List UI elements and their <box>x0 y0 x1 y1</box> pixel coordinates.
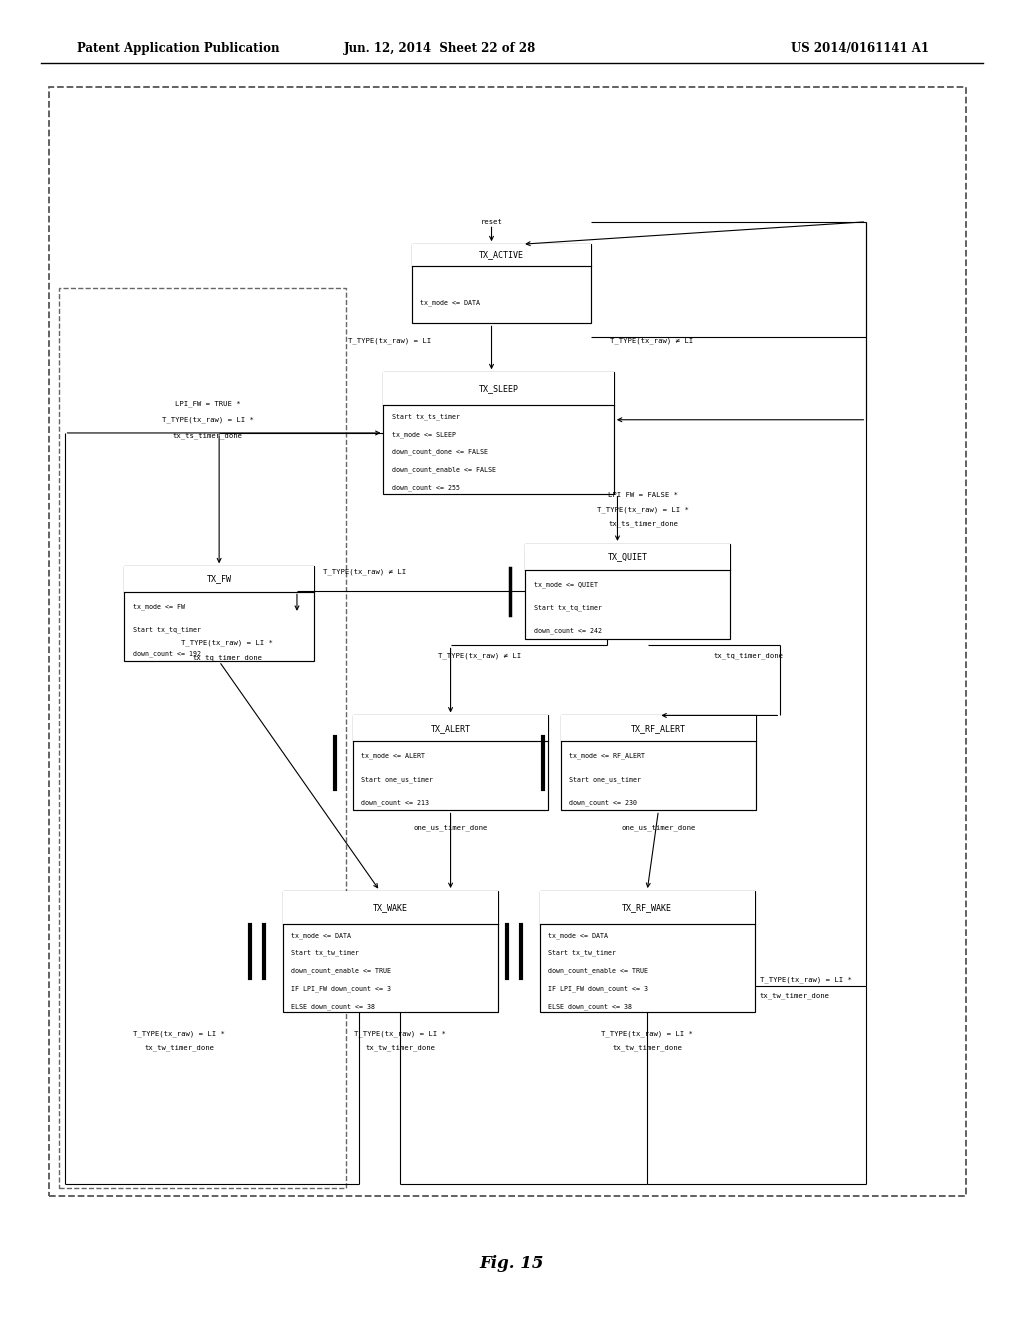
Text: IF LPI_FW down_count <= 3: IF LPI_FW down_count <= 3 <box>548 985 648 991</box>
Text: tx_tq_timer_done: tx_tq_timer_done <box>714 652 783 660</box>
Text: TX_ACTIVE: TX_ACTIVE <box>479 251 524 260</box>
Text: tx_mode <= QUIET: tx_mode <= QUIET <box>534 581 598 587</box>
Text: Start one_us_timer: Start one_us_timer <box>569 776 641 783</box>
Bar <box>125 566 313 591</box>
Bar <box>125 566 313 661</box>
Text: ELSE down_count <= 38: ELSE down_count <= 38 <box>291 1003 375 1010</box>
Text: down_count_enable <= TRUE: down_count_enable <= TRUE <box>291 968 391 974</box>
Text: down_count <= 230: down_count <= 230 <box>569 799 637 805</box>
Text: TX_QUIET: TX_QUIET <box>607 552 648 561</box>
Text: tx_tw_timer_done: tx_tw_timer_done <box>144 1044 214 1052</box>
Text: IF LPI_FW down_count <= 3: IF LPI_FW down_count <= 3 <box>291 985 391 991</box>
Text: TX_WAKE: TX_WAKE <box>373 903 408 912</box>
Text: down_count <= 242: down_count <= 242 <box>534 627 601 634</box>
Text: Start tx_tw_timer: Start tx_tw_timer <box>548 949 615 957</box>
Text: T_TYPE(tx_raw) = LI: T_TYPE(tx_raw) = LI <box>347 337 431 345</box>
Text: tx_mode <= DATA: tx_mode <= DATA <box>548 932 608 939</box>
Bar <box>540 891 755 1012</box>
Bar <box>383 372 614 405</box>
Text: T_TYPE(tx_raw) = LI *: T_TYPE(tx_raw) = LI * <box>597 506 689 513</box>
Text: T_TYPE(tx_raw) ≠ LI: T_TYPE(tx_raw) ≠ LI <box>323 568 407 576</box>
Bar <box>540 891 755 924</box>
Text: down_count_enable <= FALSE: down_count_enable <= FALSE <box>391 466 496 473</box>
Text: US 2014/0161141 A1: US 2014/0161141 A1 <box>792 42 929 54</box>
Text: T_TYPE(tx_raw) = LI *: T_TYPE(tx_raw) = LI * <box>601 1030 693 1038</box>
Text: T_TYPE(tx_raw) ≠ LI: T_TYPE(tx_raw) ≠ LI <box>609 337 693 345</box>
Bar <box>412 244 591 265</box>
Text: T_TYPE(tx_raw) = LI *: T_TYPE(tx_raw) = LI * <box>133 1030 225 1038</box>
Text: Patent Application Publication: Patent Application Publication <box>77 42 280 54</box>
Text: Jun. 12, 2014  Sheet 22 of 28: Jun. 12, 2014 Sheet 22 of 28 <box>344 42 537 54</box>
Text: tx_tq_timer_done: tx_tq_timer_done <box>193 653 262 661</box>
Text: tx_mode <= DATA: tx_mode <= DATA <box>420 300 480 306</box>
Text: down_count <= 255: down_count <= 255 <box>391 484 460 491</box>
Text: tx_mode <= SLEEP: tx_mode <= SLEEP <box>391 430 456 438</box>
Text: TX_RF_WAKE: TX_RF_WAKE <box>623 903 672 912</box>
Bar <box>59 288 346 1188</box>
Bar <box>561 715 756 741</box>
Text: T_TYPE(tx_raw) = LI *: T_TYPE(tx_raw) = LI * <box>760 975 852 983</box>
Text: one_us_timer_done: one_us_timer_done <box>622 824 695 832</box>
Bar <box>283 891 498 924</box>
Text: T_TYPE(tx_raw) = LI *: T_TYPE(tx_raw) = LI * <box>354 1030 446 1038</box>
Text: T_TYPE(tx_raw) ≠ LI: T_TYPE(tx_raw) ≠ LI <box>437 652 521 660</box>
Bar <box>283 891 498 1012</box>
Text: tx_mode <= ALERT: tx_mode <= ALERT <box>361 752 426 759</box>
Text: T_TYPE(tx_raw) = LI *: T_TYPE(tx_raw) = LI * <box>181 639 273 647</box>
Bar <box>525 544 730 569</box>
Text: TX_FW: TX_FW <box>207 574 231 583</box>
Text: TX_RF_ALERT: TX_RF_ALERT <box>631 723 686 733</box>
Text: one_us_timer_done: one_us_timer_done <box>414 824 487 832</box>
Text: tx_ts_timer_done: tx_ts_timer_done <box>173 432 243 440</box>
Text: TX_ALERT: TX_ALERT <box>430 723 471 733</box>
Text: T_TYPE(tx_raw) = LI *: T_TYPE(tx_raw) = LI * <box>162 416 254 424</box>
Text: TX_SLEEP: TX_SLEEP <box>478 384 519 393</box>
Text: tx_mode <= RF_ALERT: tx_mode <= RF_ALERT <box>569 752 645 759</box>
Text: Fig. 15: Fig. 15 <box>480 1255 544 1271</box>
Bar <box>525 544 730 639</box>
Text: down_count_enable <= TRUE: down_count_enable <= TRUE <box>548 968 648 974</box>
Text: tx_mode <= FW: tx_mode <= FW <box>133 603 184 610</box>
Text: tx_tw_timer_done: tx_tw_timer_done <box>366 1044 435 1052</box>
Text: Start tx_tq_timer: Start tx_tq_timer <box>133 627 201 634</box>
Text: tx_tw_timer_done: tx_tw_timer_done <box>612 1044 682 1052</box>
Text: Start one_us_timer: Start one_us_timer <box>361 776 433 783</box>
Bar <box>353 715 548 741</box>
Text: tx_tw_timer_done: tx_tw_timer_done <box>760 991 829 999</box>
Text: Start tx_ts_timer: Start tx_ts_timer <box>391 413 460 420</box>
Text: down_count_done <= FALSE: down_count_done <= FALSE <box>391 449 487 455</box>
Text: reset: reset <box>480 219 503 224</box>
Bar <box>353 715 548 810</box>
Bar <box>412 244 591 323</box>
Text: Start tx_tw_timer: Start tx_tw_timer <box>291 949 358 957</box>
Text: Start tx_tq_timer: Start tx_tq_timer <box>534 605 601 611</box>
Bar <box>49 87 966 1196</box>
Bar <box>383 372 614 494</box>
Text: down_count <= 213: down_count <= 213 <box>361 799 429 805</box>
Text: ELSE down_count <= 38: ELSE down_count <= 38 <box>548 1003 632 1010</box>
Bar <box>561 715 756 810</box>
Text: LPI FW = FALSE *: LPI FW = FALSE * <box>608 492 678 498</box>
Text: LPI_FW = TRUE *: LPI_FW = TRUE * <box>175 400 241 408</box>
Text: tx_mode <= DATA: tx_mode <= DATA <box>291 932 351 939</box>
Text: down_count <= 192: down_count <= 192 <box>133 649 201 656</box>
Text: tx_ts_timer_done: tx_ts_timer_done <box>608 520 678 528</box>
